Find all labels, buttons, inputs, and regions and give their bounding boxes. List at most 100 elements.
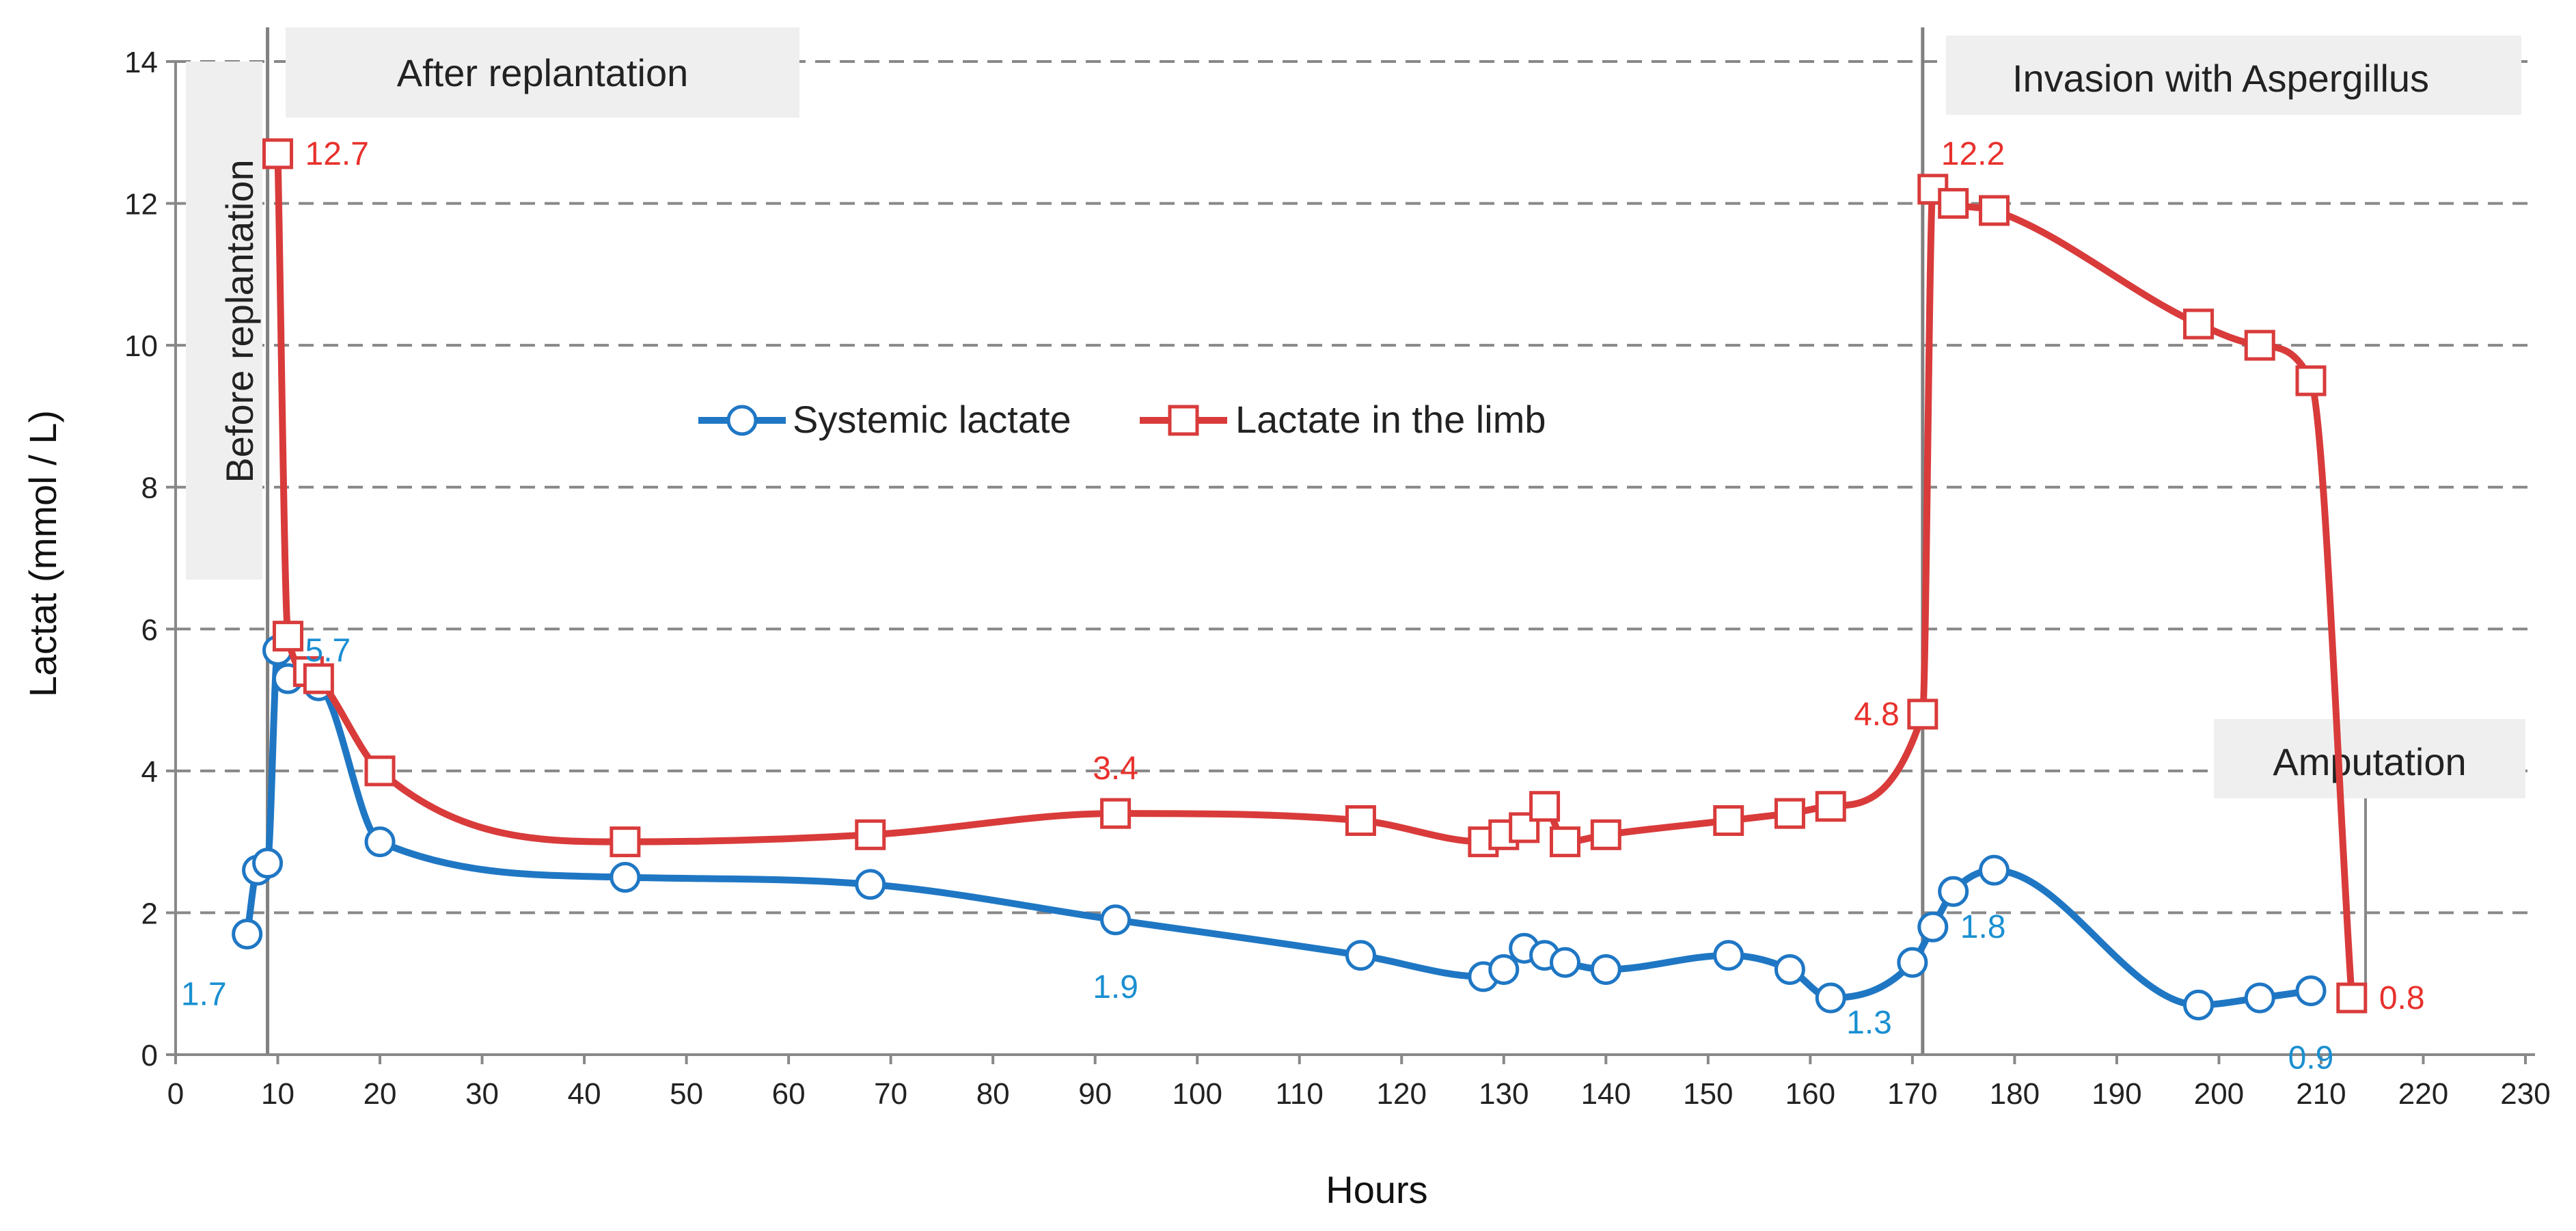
data-point-circle: [1100, 904, 1132, 936]
x-tick-label: 150: [1683, 1077, 1733, 1111]
data-label: 3.4: [1093, 750, 1138, 787]
data-point-square: [303, 663, 334, 694]
data-point-circle: [2295, 975, 2327, 1007]
legend: Systemic lactate Lactate in the limb: [698, 398, 1546, 441]
x-tick-label: 190: [2092, 1077, 2141, 1111]
x-tick-label: 140: [1581, 1077, 1631, 1111]
legend-item-systemic: Systemic lactate: [698, 398, 1071, 441]
data-point-circle: [1488, 953, 1520, 985]
legend-label-systemic: Systemic lactate: [793, 398, 1071, 441]
data-point-circle: [252, 848, 284, 879]
data-point-square: [364, 755, 396, 787]
data-point-circle: [1774, 953, 1805, 985]
x-tick-label: 40: [568, 1077, 601, 1111]
x-axis-title: Hours: [1326, 1168, 1427, 1211]
after-replantation-label: After replantation: [397, 51, 688, 94]
x-tick-label: 20: [364, 1077, 397, 1111]
data-label: 1.8: [1960, 909, 2006, 945]
data-point-circle: [855, 869, 886, 900]
amputation-label: Amputation: [2273, 740, 2466, 783]
y-tick-labels: 0 2 4 6 8 10 12 14: [124, 46, 176, 1072]
data-point-circle: [1815, 982, 1846, 1014]
y-tick-label: 0: [141, 1039, 158, 1072]
data-point-circle: [2183, 989, 2215, 1020]
data-point-square: [1529, 791, 1561, 822]
amputation-band: Amputation: [2214, 719, 2525, 997]
data-point-square: [2183, 308, 2215, 340]
y-axis-title: Lactat (mmol / L): [21, 410, 64, 697]
y-tick-label: 4: [141, 755, 158, 789]
x-tick-label: 120: [1377, 1077, 1427, 1111]
data-point-square: [1509, 812, 1540, 843]
data-point-square: [609, 826, 641, 858]
data-point-circle: [2244, 982, 2275, 1014]
data-point-square: [262, 138, 294, 170]
x-tick-label: 130: [1479, 1077, 1529, 1111]
data-label: 0.8: [2379, 980, 2425, 1016]
before-replantation-label: Before replantation: [218, 159, 261, 483]
series-limb-lactate: [262, 138, 2368, 1014]
data-point-square: [2336, 982, 2368, 1014]
data-point-square: [2244, 329, 2275, 361]
y-tick-label: 6: [141, 613, 158, 647]
series-line: [274, 153, 2355, 999]
x-tick-labels: 0 10 20 30 40 50 60 70 80 90 100 110 120 130 140 150 160…: [167, 1055, 2551, 1111]
x-tick-label: 100: [1173, 1077, 1222, 1111]
aspergillus-label: Invasion with Aspergillus: [2012, 57, 2429, 100]
legend-item-limb: Lactate in the limb: [1140, 398, 1546, 441]
series-layer: [232, 138, 2368, 1020]
data-labels: 1.7 5.7 1.9 1.3 1.8 0.9 12.7 3.4 4.8 12.2 0.8: [181, 136, 2425, 1077]
data-point-square: [1938, 188, 1969, 219]
data-point-square: [1907, 699, 1938, 730]
data-point-square: [1713, 805, 1744, 837]
data-point-circle: [1897, 947, 1928, 978]
data-point-square: [1549, 826, 1580, 858]
data-label: 1.3: [1846, 1005, 1892, 1041]
x-tick-label: 60: [772, 1077, 806, 1111]
data-point-square: [1590, 819, 1621, 850]
before-replantation-band: Before replantation: [186, 62, 262, 580]
x-tick-label: 160: [1785, 1077, 1835, 1111]
data-point-square: [1100, 798, 1132, 829]
series-line: [243, 647, 2312, 1009]
y-tick-label: 12: [124, 188, 158, 221]
data-point-square: [1978, 195, 2010, 226]
data-point-circle: [1713, 940, 1744, 971]
aspergillus-band: Invasion with Aspergillus: [1946, 36, 2521, 115]
y-tick-label: 2: [141, 897, 158, 930]
x-tick-label: 90: [1078, 1077, 1112, 1111]
data-point-square: [2295, 365, 2327, 396]
data-point-circle: [609, 862, 641, 893]
x-tick-label: 0: [167, 1077, 184, 1111]
data-label: 12.7: [305, 136, 369, 172]
x-tick-label: 220: [2398, 1077, 2448, 1111]
data-point-square: [855, 819, 886, 850]
data-point-circle: [1938, 876, 1969, 907]
data-point-square: [1345, 805, 1376, 837]
data-label: 1.9: [1093, 969, 1138, 1005]
x-tick-label: 10: [261, 1077, 294, 1111]
data-point-circle: [1345, 940, 1376, 971]
grid-layer: [176, 60, 2535, 915]
x-tick-label: 50: [670, 1077, 703, 1111]
data-point-circle: [364, 826, 396, 858]
x-tick-label: 210: [2296, 1077, 2346, 1111]
data-label: 0.9: [2288, 1040, 2334, 1077]
data-point-circle: [1590, 953, 1621, 985]
x-tick-label: 30: [465, 1077, 499, 1111]
y-tick-label: 14: [124, 46, 158, 79]
data-point-square: [1774, 798, 1805, 829]
legend-label-limb: Lactate in the limb: [1235, 398, 1546, 441]
data-point-circle: [1917, 911, 1949, 943]
data-point-circle: [232, 919, 263, 950]
x-tick-label: 230: [2500, 1077, 2550, 1111]
vertical-lines: [266, 27, 1925, 1055]
y-tick-label: 8: [141, 472, 158, 505]
data-point-circle: [1549, 947, 1580, 978]
x-tick-label: 110: [1276, 1077, 1324, 1111]
data-point-square: [272, 621, 303, 652]
series-systemic-lactate: [232, 634, 2327, 1020]
data-label: 4.8: [1854, 696, 1900, 733]
data-label: 1.7: [181, 977, 227, 1013]
